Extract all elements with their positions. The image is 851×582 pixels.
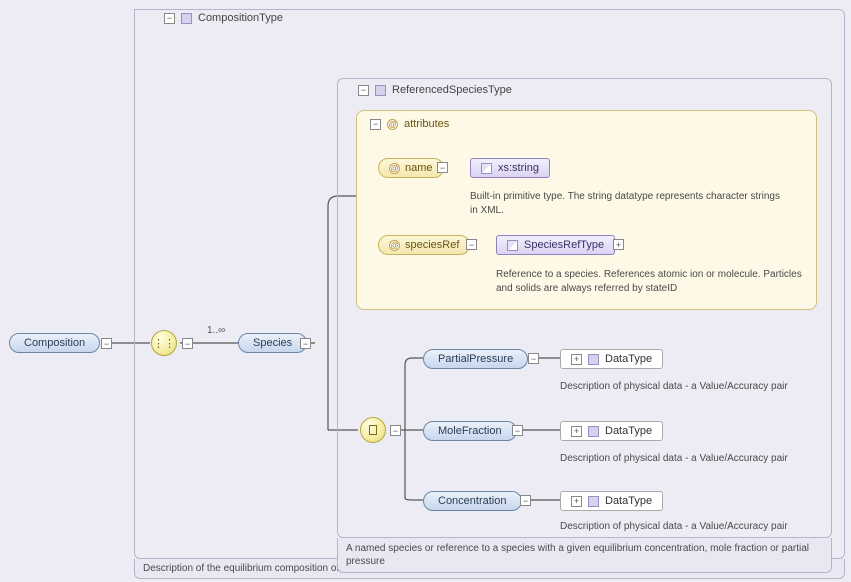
partialpressure-label: PartialPressure xyxy=(438,353,513,365)
referencedspeciestype-footer: A named species or reference to a specie… xyxy=(337,538,832,573)
composition-expand[interactable] xyxy=(101,338,112,349)
complextype-icon xyxy=(588,426,599,437)
speciesref-attr-expand[interactable] xyxy=(466,239,477,250)
concentration-type-label: DataType xyxy=(605,495,652,507)
concentration-label: Concentration xyxy=(438,495,507,507)
concentration-desc: Description of physical data - a Value/A… xyxy=(560,520,830,534)
speciesref-attribute[interactable]: speciesRef xyxy=(378,235,470,255)
expand-icon[interactable] xyxy=(571,496,582,507)
speciesreftype-expand[interactable] xyxy=(613,239,624,250)
concentration-type[interactable]: DataType xyxy=(560,491,663,511)
partialpressure-element[interactable]: PartialPressure xyxy=(423,349,528,369)
complextype-icon xyxy=(181,13,192,24)
name-attr-expand[interactable] xyxy=(437,162,448,173)
sequence-expand[interactable] xyxy=(182,338,193,349)
xs-string-type[interactable]: xs:string xyxy=(470,158,550,178)
species-expand[interactable] xyxy=(300,338,311,349)
attribute-icon xyxy=(389,240,400,251)
name-attr-desc: Built-in primitive type. The string data… xyxy=(470,190,790,217)
speciesreftype-type[interactable]: SpeciesRefType xyxy=(496,235,615,255)
speciesref-attr-label: speciesRef xyxy=(405,239,459,251)
species-label: Species xyxy=(253,337,292,349)
sequence-icon[interactable]: ⋮⋮ xyxy=(151,330,177,356)
molefraction-label: MoleFraction xyxy=(438,425,502,437)
choice-expand[interactable] xyxy=(390,425,401,436)
simpletype-icon xyxy=(481,163,492,174)
referencedspeciestype-header: ReferencedSpeciesType xyxy=(358,84,512,96)
attributes-label: attributes xyxy=(404,118,449,130)
speciesref-attr-desc: Reference to a species. References atomi… xyxy=(496,268,806,295)
xs-string-label: xs:string xyxy=(498,162,539,174)
occurrence-label: 1..∞ xyxy=(207,325,225,336)
partialpressure-expand[interactable] xyxy=(528,353,539,364)
concentration-expand[interactable] xyxy=(520,495,531,506)
collapse-icon[interactable] xyxy=(358,85,369,96)
referencedspeciestype-title: ReferencedSpeciesType xyxy=(392,84,512,96)
molefraction-element[interactable]: MoleFraction xyxy=(423,421,517,441)
molefraction-type-label: DataType xyxy=(605,425,652,437)
choice-icon[interactable] xyxy=(360,417,386,443)
complextype-icon xyxy=(375,85,386,96)
composition-element[interactable]: Composition xyxy=(9,333,100,353)
molefraction-desc: Description of physical data - a Value/A… xyxy=(560,452,830,466)
simpletype-icon xyxy=(507,240,518,251)
expand-icon[interactable] xyxy=(571,426,582,437)
molefraction-expand[interactable] xyxy=(512,425,523,436)
partialpressure-type[interactable]: DataType xyxy=(560,349,663,369)
collapse-icon[interactable] xyxy=(164,13,175,24)
name-attribute[interactable]: name xyxy=(378,158,444,178)
attribute-icon xyxy=(389,163,400,174)
species-element[interactable]: Species xyxy=(238,333,307,353)
compositiontype-title: CompositionType xyxy=(198,12,283,24)
partialpressure-desc: Description of physical data - a Value/A… xyxy=(560,380,830,394)
attributes-header: attributes xyxy=(370,118,449,130)
expand-icon[interactable] xyxy=(571,354,582,365)
name-attr-label: name xyxy=(405,162,433,174)
collapse-icon[interactable] xyxy=(370,119,381,130)
compositiontype-header: CompositionType xyxy=(164,12,283,24)
concentration-element[interactable]: Concentration xyxy=(423,491,522,511)
molefraction-type[interactable]: DataType xyxy=(560,421,663,441)
partialpressure-type-label: DataType xyxy=(605,353,652,365)
speciesreftype-label: SpeciesRefType xyxy=(524,239,604,251)
composition-label: Composition xyxy=(24,337,85,349)
complextype-icon xyxy=(588,354,599,365)
complextype-icon xyxy=(588,496,599,507)
attribute-icon xyxy=(387,119,398,130)
